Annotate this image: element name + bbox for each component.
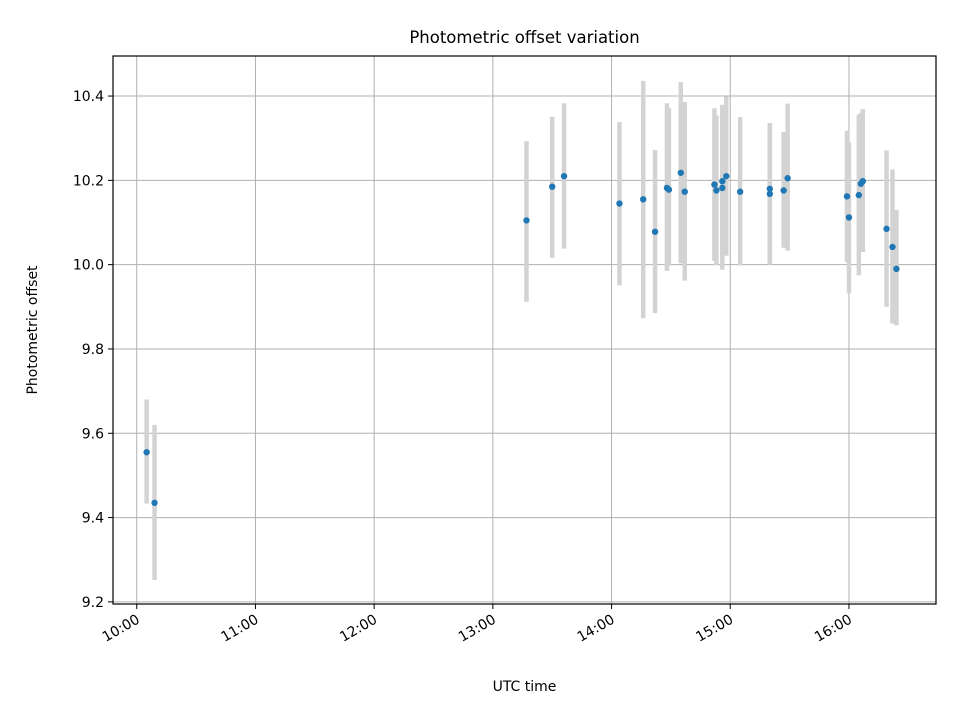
y-tick-label: 10.0 bbox=[73, 258, 104, 274]
plot-frame bbox=[112, 55, 937, 605]
data-point bbox=[766, 190, 774, 198]
y-tick-label: 9.8 bbox=[82, 342, 104, 358]
data-point bbox=[843, 193, 851, 200]
y-axis-label: Photometric offset bbox=[25, 265, 41, 395]
data-point bbox=[736, 188, 744, 195]
y-tick-label: 10.4 bbox=[73, 89, 104, 105]
data-point bbox=[719, 177, 726, 185]
chart-title: Photometric offset variation bbox=[409, 28, 639, 47]
data-point bbox=[665, 186, 673, 193]
data-point bbox=[855, 191, 863, 199]
data-point bbox=[677, 169, 684, 176]
y-tick-label: 9.4 bbox=[82, 511, 104, 527]
data-point bbox=[616, 200, 623, 207]
data-point bbox=[719, 184, 726, 192]
data-point bbox=[883, 225, 890, 233]
data-point bbox=[711, 181, 718, 188]
data-point bbox=[784, 175, 791, 182]
data-point bbox=[723, 172, 730, 180]
data-point bbox=[151, 499, 158, 507]
point-layer bbox=[143, 169, 900, 507]
data-point bbox=[523, 217, 530, 224]
data-point bbox=[780, 187, 787, 194]
data-point bbox=[893, 265, 900, 273]
y-tick-label: 9.2 bbox=[82, 595, 104, 611]
data-point bbox=[548, 183, 556, 190]
data-point bbox=[143, 449, 150, 456]
data-point bbox=[681, 188, 688, 195]
data-point bbox=[651, 228, 659, 235]
y-tick-label: 10.2 bbox=[73, 173, 104, 189]
data-point bbox=[889, 243, 896, 251]
data-point bbox=[560, 172, 568, 180]
data-point bbox=[845, 214, 853, 221]
data-point bbox=[713, 187, 720, 194]
data-point bbox=[859, 177, 867, 185]
data-point bbox=[766, 185, 774, 192]
data-point bbox=[640, 196, 647, 203]
y-tick-label: 9.6 bbox=[82, 426, 104, 442]
x-axis-label: UTC time bbox=[493, 679, 557, 695]
